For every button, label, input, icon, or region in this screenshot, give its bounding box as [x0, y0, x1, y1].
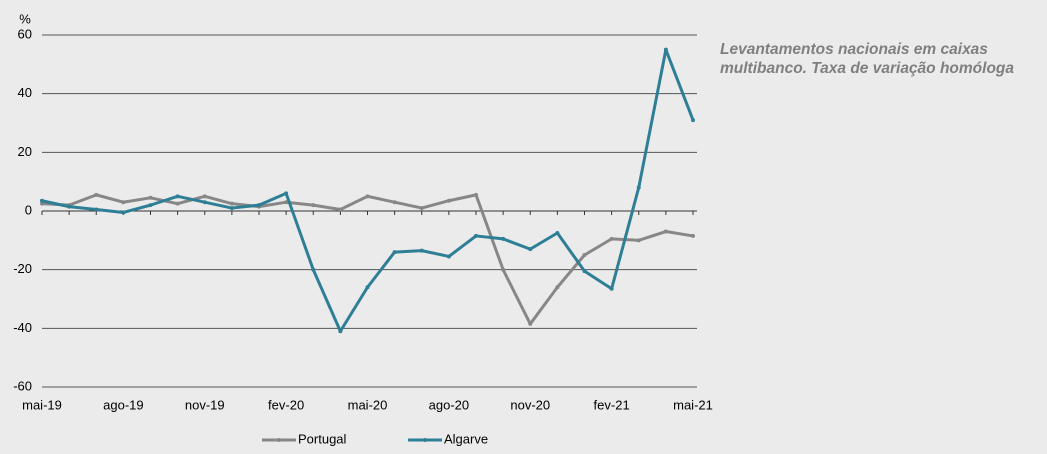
point — [663, 47, 668, 52]
y-tick-label: 60 — [18, 26, 32, 41]
chart-title: Levantamentos nacionais em caixas multib… — [720, 41, 1015, 77]
point — [501, 267, 506, 272]
point — [636, 238, 641, 243]
point — [257, 203, 261, 208]
y-tick-label: -60 — [13, 378, 32, 393]
point — [555, 285, 560, 290]
point — [392, 250, 397, 255]
point — [446, 198, 451, 203]
point — [67, 204, 72, 209]
point — [663, 229, 668, 234]
point — [121, 200, 126, 205]
point — [284, 191, 289, 196]
point — [229, 206, 234, 211]
y-tick-label: 40 — [18, 85, 32, 100]
y-tick-label: 20 — [18, 144, 32, 159]
x-tick-label: nov-19 — [185, 397, 225, 412]
point — [175, 201, 180, 206]
y-tick-label: -40 — [13, 320, 32, 335]
point — [284, 200, 289, 205]
y-tick-label: -20 — [13, 261, 32, 276]
point — [609, 286, 614, 291]
point — [609, 236, 614, 241]
point — [202, 194, 207, 199]
point — [474, 192, 478, 197]
point — [691, 233, 695, 238]
point — [94, 207, 99, 212]
x-tick-label: mai-19 — [22, 397, 62, 412]
point — [202, 200, 207, 205]
point — [691, 118, 695, 123]
point — [148, 203, 153, 208]
point — [338, 329, 343, 334]
point — [40, 198, 44, 203]
legend-label: Algarve — [444, 431, 488, 446]
y-axis-label: % — [19, 11, 31, 26]
point — [148, 195, 153, 200]
point — [528, 247, 533, 252]
point — [555, 231, 560, 235]
point — [419, 248, 424, 253]
point — [528, 321, 533, 326]
point — [311, 267, 316, 272]
x-tick-label: ago-20 — [429, 397, 469, 412]
x-tick-label: mai-21 — [673, 397, 713, 412]
point — [311, 203, 316, 208]
point — [446, 254, 451, 259]
point — [40, 201, 44, 206]
point — [338, 207, 343, 212]
point — [365, 194, 370, 199]
point — [582, 253, 587, 257]
x-tick-label: fev-20 — [268, 397, 304, 412]
point — [636, 185, 641, 190]
point — [365, 285, 370, 290]
point — [419, 206, 424, 211]
point — [582, 269, 587, 274]
point — [121, 210, 126, 215]
point — [501, 236, 506, 241]
y-tick-label: 0 — [25, 202, 32, 217]
x-tick-label: mai-20 — [348, 397, 388, 412]
x-tick-label: ago-19 — [103, 397, 143, 412]
point — [94, 192, 99, 197]
x-tick-label: fev-21 — [594, 397, 630, 412]
x-tick-label: nov-20 — [510, 397, 550, 412]
point — [229, 201, 234, 206]
point — [392, 200, 397, 205]
legend-marker — [277, 438, 281, 442]
legend-marker — [423, 438, 427, 442]
point — [474, 233, 478, 238]
legend-label: Portugal — [298, 431, 347, 446]
point — [175, 194, 180, 199]
